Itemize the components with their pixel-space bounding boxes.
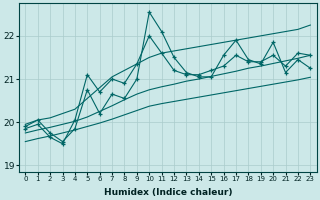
X-axis label: Humidex (Indice chaleur): Humidex (Indice chaleur) (104, 188, 232, 197)
